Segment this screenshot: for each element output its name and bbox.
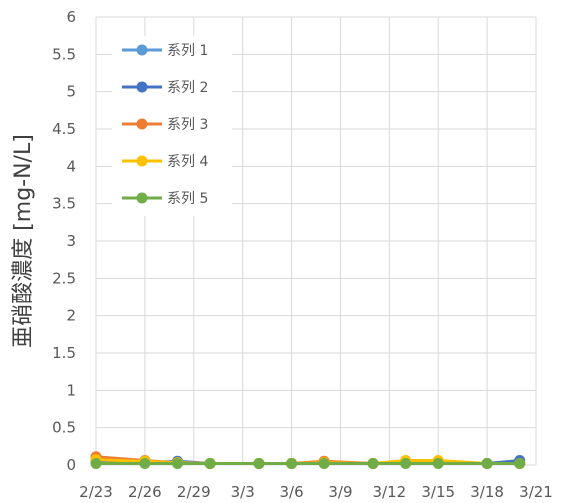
y-tick-label: 2.5 (52, 269, 76, 287)
data-point (286, 458, 298, 470)
x-tick-label: 3/9 (328, 483, 352, 501)
y-tick-label: 1.5 (52, 344, 76, 362)
data-point (204, 458, 216, 470)
legend-item[interactable]: 系列 2 (122, 80, 208, 96)
x-axis-ticks: 2/23 2/26 2/29 3/3 3/6 3/9 3/12 3/15 3/18 3/21 (79, 483, 553, 501)
series-5 (90, 458, 526, 470)
x-tick-label: 2/26 (128, 483, 162, 501)
data-point (90, 458, 102, 470)
x-tick-label: 3/15 (421, 483, 455, 501)
x-tick-label: 2/23 (79, 483, 113, 501)
legend[interactable]: 系列 1 系列 2 系列 3 系列 4 系列 5 (112, 36, 232, 216)
x-tick-label: 2/29 (177, 483, 211, 501)
legend-box (112, 36, 232, 216)
data-point (514, 458, 526, 470)
legend-swatch-marker (136, 44, 148, 56)
x-tick-label: 3/18 (470, 483, 504, 501)
legend-swatch-marker (136, 118, 148, 130)
y-tick-label: 1 (66, 381, 76, 399)
x-tick-label: 3/21 (519, 483, 553, 501)
data-point (481, 458, 493, 470)
y-tick-label: 3.5 (52, 195, 76, 213)
x-tick-label: 3/6 (279, 483, 303, 501)
y-axis-ticks: 0 0.5 1 1.5 2 2.5 3 3.5 4 4.5 5 5.5 6 (52, 8, 76, 474)
series-3 (90, 451, 526, 470)
y-tick-label: 5.5 (52, 45, 76, 63)
data-point (432, 458, 444, 470)
legend-item[interactable]: 系列 1 (122, 43, 208, 59)
data-point (139, 458, 151, 470)
y-tick-label: 3 (66, 232, 76, 250)
legend-label: 系列 4 (167, 154, 208, 170)
legend-label: 系列 3 (167, 117, 208, 133)
y-tick-label: 2 (66, 307, 76, 325)
y-tick-label: 6 (66, 8, 76, 26)
legend-label: 系列 1 (167, 43, 208, 59)
x-tick-label: 3/12 (372, 483, 406, 501)
y-tick-label: 5 (66, 83, 76, 101)
series-layer (90, 451, 526, 470)
legend-swatch-marker (136, 155, 148, 167)
legend-swatch-marker (136, 81, 148, 93)
y-tick-label: 4 (66, 157, 76, 175)
data-point (318, 458, 330, 470)
data-point (400, 458, 412, 470)
legend-label: 系列 5 (167, 191, 208, 207)
y-tick-label: 0 (66, 456, 76, 474)
data-point (171, 458, 183, 470)
legend-label: 系列 2 (167, 80, 208, 96)
legend-item[interactable]: 系列 5 (122, 191, 208, 207)
x-tick-label: 3/3 (231, 483, 255, 501)
y-axis-label: 亜硝酸濃度 [mg-N/L] (11, 134, 36, 348)
y-tick-label: 0.5 (52, 419, 76, 437)
legend-item[interactable]: 系列 3 (122, 117, 208, 133)
data-point (367, 458, 379, 470)
y-tick-label: 4.5 (52, 120, 76, 138)
legend-swatch-marker (136, 192, 148, 204)
data-point (253, 458, 265, 470)
legend-item[interactable]: 系列 4 (122, 154, 208, 170)
